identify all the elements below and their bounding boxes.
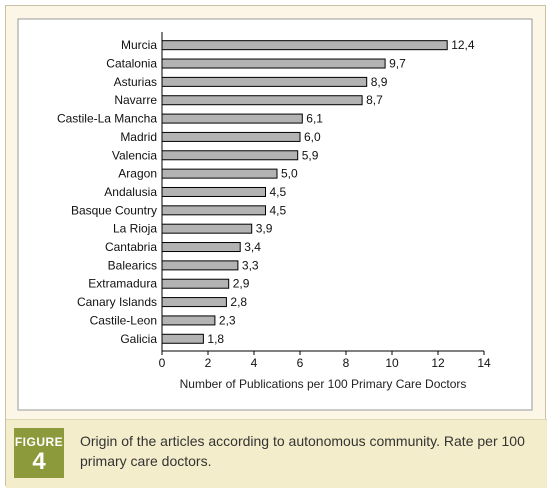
x-tick-label: 4 [251,356,258,370]
figure-badge-word: FIGURE [14,435,64,449]
caption-band: FIGURE 4 Origin of the articles accordin… [6,419,547,488]
category-label: Navarre [114,93,157,107]
category-label: Galicia [120,332,157,346]
value-label: 4,5 [270,185,287,199]
figure-caption: Origin of the articles according to auto… [80,433,525,469]
x-axis-title: Number of Publications per 100 Primary C… [180,377,467,391]
category-label: Cantabria [105,240,157,254]
bar [161,297,227,308]
x-tick-label: 10 [385,356,399,370]
category-label: Basque Country [71,203,157,217]
bar [161,131,301,142]
value-label: 3,9 [256,222,273,236]
category-label: La Rioja [113,222,157,236]
category-label: Aragon [118,167,157,181]
category-label: Asturias [114,75,157,89]
value-label: 5,9 [302,148,319,162]
x-tick-label: 14 [477,356,491,370]
value-label: 8,9 [371,75,388,89]
value-label: 2,9 [233,277,250,291]
figure-badge-number: 4 [32,448,46,475]
value-label: 5,0 [281,167,298,181]
value-label: 1,8 [207,332,224,346]
category-label: Balearics [108,258,157,272]
x-tick-label: 6 [297,356,304,370]
bar [161,168,278,179]
value-label: 2,8 [230,295,247,309]
category-label: Castile-La Mancha [57,112,157,126]
value-label: 6,0 [304,130,321,144]
value-label: 3,3 [242,258,259,272]
category-label: Canary Islands [77,295,157,309]
category-label: Extramadura [88,277,157,291]
x-tick-label: 8 [343,356,350,370]
bar [161,223,253,234]
value-label: 9,7 [389,57,406,71]
figure-badge: FIGURE 4 [14,428,64,478]
value-label: 3,4 [244,240,261,254]
bar [161,186,266,197]
category-label: Catalonia [106,57,157,71]
bar [161,205,266,216]
category-label: Castile-Leon [90,313,157,327]
x-tick-label: 0 [159,356,166,370]
x-tick-label: 2 [205,356,212,370]
bar [161,242,241,253]
category-label: Madrid [120,130,157,144]
bar [161,113,303,124]
bar [161,333,204,344]
bar [161,315,216,326]
category-label: Valencia [112,148,157,162]
value-label: 8,7 [366,93,383,107]
bar [161,260,239,271]
bar [161,58,386,69]
bar-chart: Murcia Catalonia Asturias Navarre Castile-La… [17,18,533,411]
value-label: 6,1 [306,112,323,126]
bar [161,278,230,289]
value-label: 2,3 [219,313,236,327]
category-label: Murcia [121,38,157,52]
bar [161,95,363,106]
figure-frame: Murcia Catalonia Asturias Navarre Castile-La… [5,5,547,488]
value-label: 12,4 [451,38,475,52]
x-tick-label: 12 [431,356,445,370]
bar [161,40,448,51]
bar [161,150,299,161]
value-label: 4,5 [270,203,287,217]
category-label: Andalusia [104,185,157,199]
bar [161,76,368,87]
